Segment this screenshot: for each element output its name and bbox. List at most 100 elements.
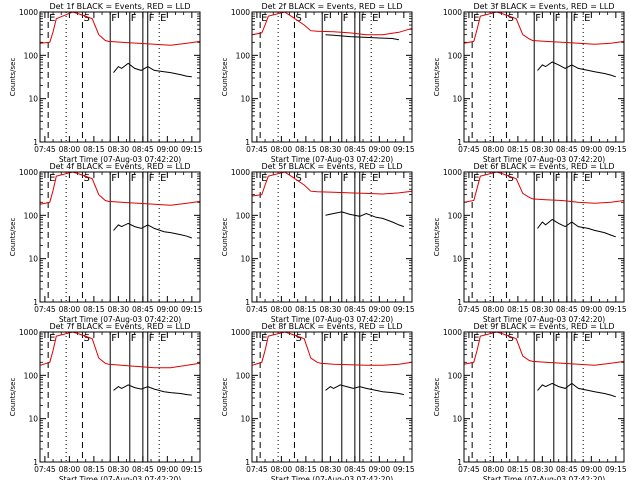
event-marker-letter: S xyxy=(507,13,513,24)
lld-series-line xyxy=(463,171,625,204)
events-series-line xyxy=(325,34,399,41)
event-marker-letter: F xyxy=(573,173,579,184)
event-marker-letter: F xyxy=(343,173,349,184)
event-marker-letter: E xyxy=(473,173,479,184)
event-marker-letter: F xyxy=(323,333,329,344)
lld-series-line xyxy=(251,11,413,36)
y-tick-label: 10 xyxy=(240,415,250,424)
lld-series-line xyxy=(39,171,201,206)
y-axis-label: Counts/sec xyxy=(433,218,441,257)
panel-title: Det 2f BLACK = Events, RED = LLD xyxy=(261,2,402,11)
x-tick-label: 08:45 xyxy=(344,305,366,314)
x-tick-label: 08:15 xyxy=(83,465,105,474)
y-tick-label: 1 xyxy=(33,298,38,307)
x-axis-label: Start Time (07-Aug-03 07:42:20) xyxy=(483,315,605,324)
event-marker-letter: E xyxy=(372,333,378,344)
event-marker-letter: E xyxy=(473,333,479,344)
panel-title: Det 4f BLACK = Events, RED = LLD xyxy=(49,162,190,171)
x-tick-label: 09:15 xyxy=(605,465,627,474)
lld-series-line xyxy=(251,331,413,366)
x-tick-label: 08:45 xyxy=(132,145,154,154)
event-marker-letter: F xyxy=(323,173,329,184)
x-tick-label: 08:00 xyxy=(483,145,505,154)
y-axis-label: Counts/sec xyxy=(221,378,229,417)
detector-panel: Det 1f BLACK = Events, RED = LLD Counts/s… xyxy=(9,2,203,164)
events-series-line xyxy=(537,218,616,238)
events-series-line xyxy=(325,384,404,396)
y-tick-label: 1 xyxy=(457,458,462,467)
y-axis-label: Counts/sec xyxy=(9,218,17,257)
event-marker-letter: F xyxy=(361,13,367,24)
event-marker-letter: F xyxy=(111,333,117,344)
plot-frame xyxy=(39,11,201,143)
y-tick-label: 1 xyxy=(33,138,38,147)
event-marker-letter: E xyxy=(372,173,378,184)
event-marker-letter: F xyxy=(131,333,137,344)
x-axis-label: Start Time (07-Aug-03 07:42:20) xyxy=(483,475,605,480)
panel-title: Det 8f BLACK = Events, RED = LLD xyxy=(261,322,402,331)
y-tick-label: 1000 xyxy=(19,8,38,17)
event-marker-letter: E xyxy=(160,333,166,344)
x-tick-label: 08:30 xyxy=(108,465,130,474)
x-tick-label: 07:45 xyxy=(246,465,268,474)
event-marker-letter: F xyxy=(323,13,329,24)
event-marker-letter: F xyxy=(343,333,349,344)
x-tick-label: 08:30 xyxy=(532,145,554,154)
y-tick-label: 1000 xyxy=(231,8,250,17)
y-tick-label: 1000 xyxy=(231,168,250,177)
plot-frame xyxy=(39,331,201,463)
event-marker-letter: S xyxy=(83,173,89,184)
event-marker-letter: E xyxy=(261,173,267,184)
panel-title: Det 7f BLACK = Events, RED = LLD xyxy=(49,322,190,331)
y-tick-label: 10 xyxy=(28,415,38,424)
x-tick-label: 08:30 xyxy=(532,465,554,474)
y-axis-label: Counts/sec xyxy=(9,58,17,97)
x-tick-label: 09:00 xyxy=(581,305,603,314)
lld-series-line xyxy=(463,11,625,45)
event-marker-letter: F xyxy=(149,173,155,184)
detector-panel: Det 5f BLACK = Events, RED = LLD Counts/s… xyxy=(221,162,415,324)
plot-frame xyxy=(39,171,201,303)
x-tick-label: 08:00 xyxy=(483,465,505,474)
x-tick-label: 07:45 xyxy=(34,305,56,314)
x-tick-label: 08:15 xyxy=(83,145,105,154)
x-tick-label: 07:45 xyxy=(246,305,268,314)
x-tick-label: 08:15 xyxy=(507,305,529,314)
x-tick-label: 08:30 xyxy=(320,305,342,314)
plot-frame xyxy=(251,331,413,463)
event-marker-letter: F xyxy=(361,173,367,184)
x-axis-label: Start Time (07-Aug-03 07:42:20) xyxy=(59,315,181,324)
event-marker-letter: F xyxy=(555,333,561,344)
event-marker-letter: E xyxy=(160,13,166,24)
y-tick-label: 1 xyxy=(245,458,250,467)
x-tick-label: 09:15 xyxy=(181,305,203,314)
x-tick-label: 08:30 xyxy=(108,305,130,314)
x-tick-label: 09:00 xyxy=(369,145,391,154)
event-marker-letter: S xyxy=(295,173,301,184)
plot-frame xyxy=(251,171,413,303)
event-marker-letter: F xyxy=(131,13,137,24)
y-tick-label: 10 xyxy=(452,255,462,264)
x-axis-label: Start Time (07-Aug-03 07:42:20) xyxy=(59,155,181,164)
y-tick-label: 10 xyxy=(240,95,250,104)
event-marker-letter: S xyxy=(83,13,89,24)
x-tick-label: 08:15 xyxy=(507,145,529,154)
lld-series-line xyxy=(463,331,625,366)
event-marker-letter: F xyxy=(111,173,117,184)
y-axis-label: Counts/sec xyxy=(221,58,229,97)
event-marker-letter: F xyxy=(149,333,155,344)
x-tick-label: 08:30 xyxy=(532,305,554,314)
x-tick-label: 09:00 xyxy=(157,465,179,474)
y-tick-label: 100 xyxy=(236,371,251,380)
detector-panel: Det 8f BLACK = Events, RED = LLD Counts/s… xyxy=(221,322,415,480)
y-tick-label: 100 xyxy=(24,51,39,60)
y-axis-label: Counts/sec xyxy=(9,378,17,417)
y-tick-label: 1 xyxy=(245,138,250,147)
y-tick-label: 1 xyxy=(457,298,462,307)
y-tick-label: 10 xyxy=(240,255,250,264)
x-tick-label: 07:45 xyxy=(458,145,480,154)
plot-frame xyxy=(251,11,413,143)
x-tick-label: 08:45 xyxy=(344,145,366,154)
detector-panel: Det 3f BLACK = Events, RED = LLD Counts/s… xyxy=(433,2,627,164)
x-tick-label: 08:15 xyxy=(295,465,317,474)
